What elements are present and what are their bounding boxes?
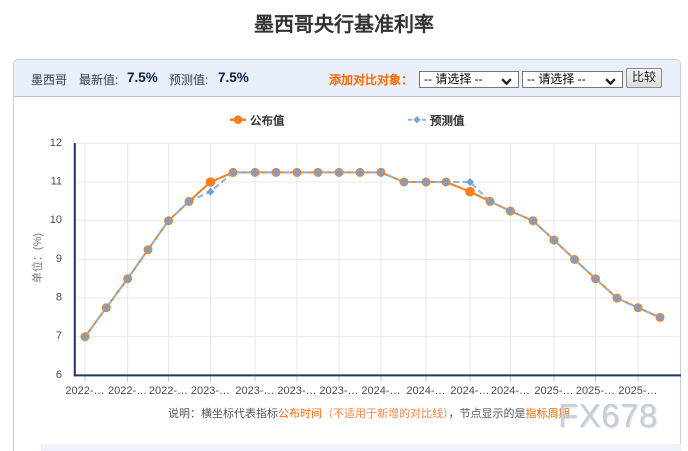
svg-text:2025-…: 2025-… bbox=[618, 385, 657, 397]
svg-text:2024-…: 2024-… bbox=[361, 385, 400, 397]
svg-text:7: 7 bbox=[56, 330, 62, 342]
svg-text:2025-…: 2025-… bbox=[576, 385, 615, 397]
svg-text:2022-…: 2022-… bbox=[108, 385, 147, 397]
svg-text:9: 9 bbox=[56, 253, 62, 265]
svg-text:2022-…: 2022-… bbox=[149, 385, 188, 397]
svg-text:单位：(%): 单位：(%) bbox=[30, 233, 44, 283]
svg-text:8: 8 bbox=[56, 292, 62, 304]
svg-text:12: 12 bbox=[50, 137, 62, 149]
svg-text:2023-…: 2023-… bbox=[235, 385, 274, 397]
svg-text:2022-…: 2022-… bbox=[65, 385, 104, 397]
svg-text:公布值: 公布值 bbox=[250, 113, 285, 127]
svg-text:6: 6 bbox=[56, 369, 62, 381]
svg-text:2023-…: 2023-… bbox=[277, 385, 316, 397]
svg-text:2024-…: 2024-… bbox=[491, 385, 530, 397]
svg-text:2023-…: 2023-… bbox=[191, 385, 230, 397]
svg-text:2024-…: 2024-… bbox=[450, 385, 489, 397]
svg-text:10: 10 bbox=[50, 214, 62, 226]
svg-text:11: 11 bbox=[51, 176, 62, 188]
svg-text:2025-…: 2025-… bbox=[534, 385, 573, 397]
svg-text:2023-…: 2023-… bbox=[319, 385, 358, 397]
svg-text:预测值: 预测值 bbox=[430, 113, 465, 127]
svg-text:2024-…: 2024-… bbox=[406, 385, 445, 397]
